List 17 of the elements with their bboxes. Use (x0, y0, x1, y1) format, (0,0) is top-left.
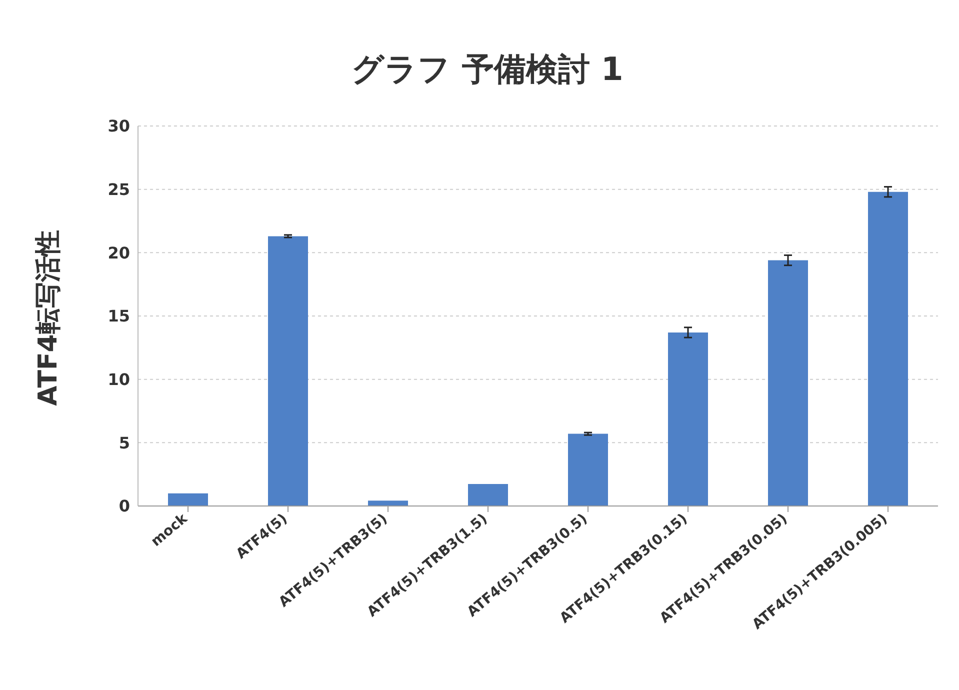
y-tick-label: 25 (108, 180, 130, 200)
bar (368, 500, 408, 506)
bar (768, 260, 808, 506)
bar (168, 493, 208, 506)
bar (868, 192, 908, 506)
y-tick-label: 5 (118, 433, 130, 452)
bar (468, 484, 508, 506)
y-axis-title: ATF4転写活性 (32, 230, 64, 406)
y-tick-label: 10 (108, 370, 130, 390)
bar (668, 332, 708, 506)
bar (568, 434, 608, 506)
y-tick-label: 0 (118, 496, 130, 516)
y-tick-label: 30 (108, 116, 130, 136)
bar (268, 236, 308, 506)
y-tick-label: 20 (108, 243, 130, 262)
y-tick-label: 15 (108, 306, 130, 326)
chart-title: グラフ 予備検討 1 (350, 49, 624, 90)
